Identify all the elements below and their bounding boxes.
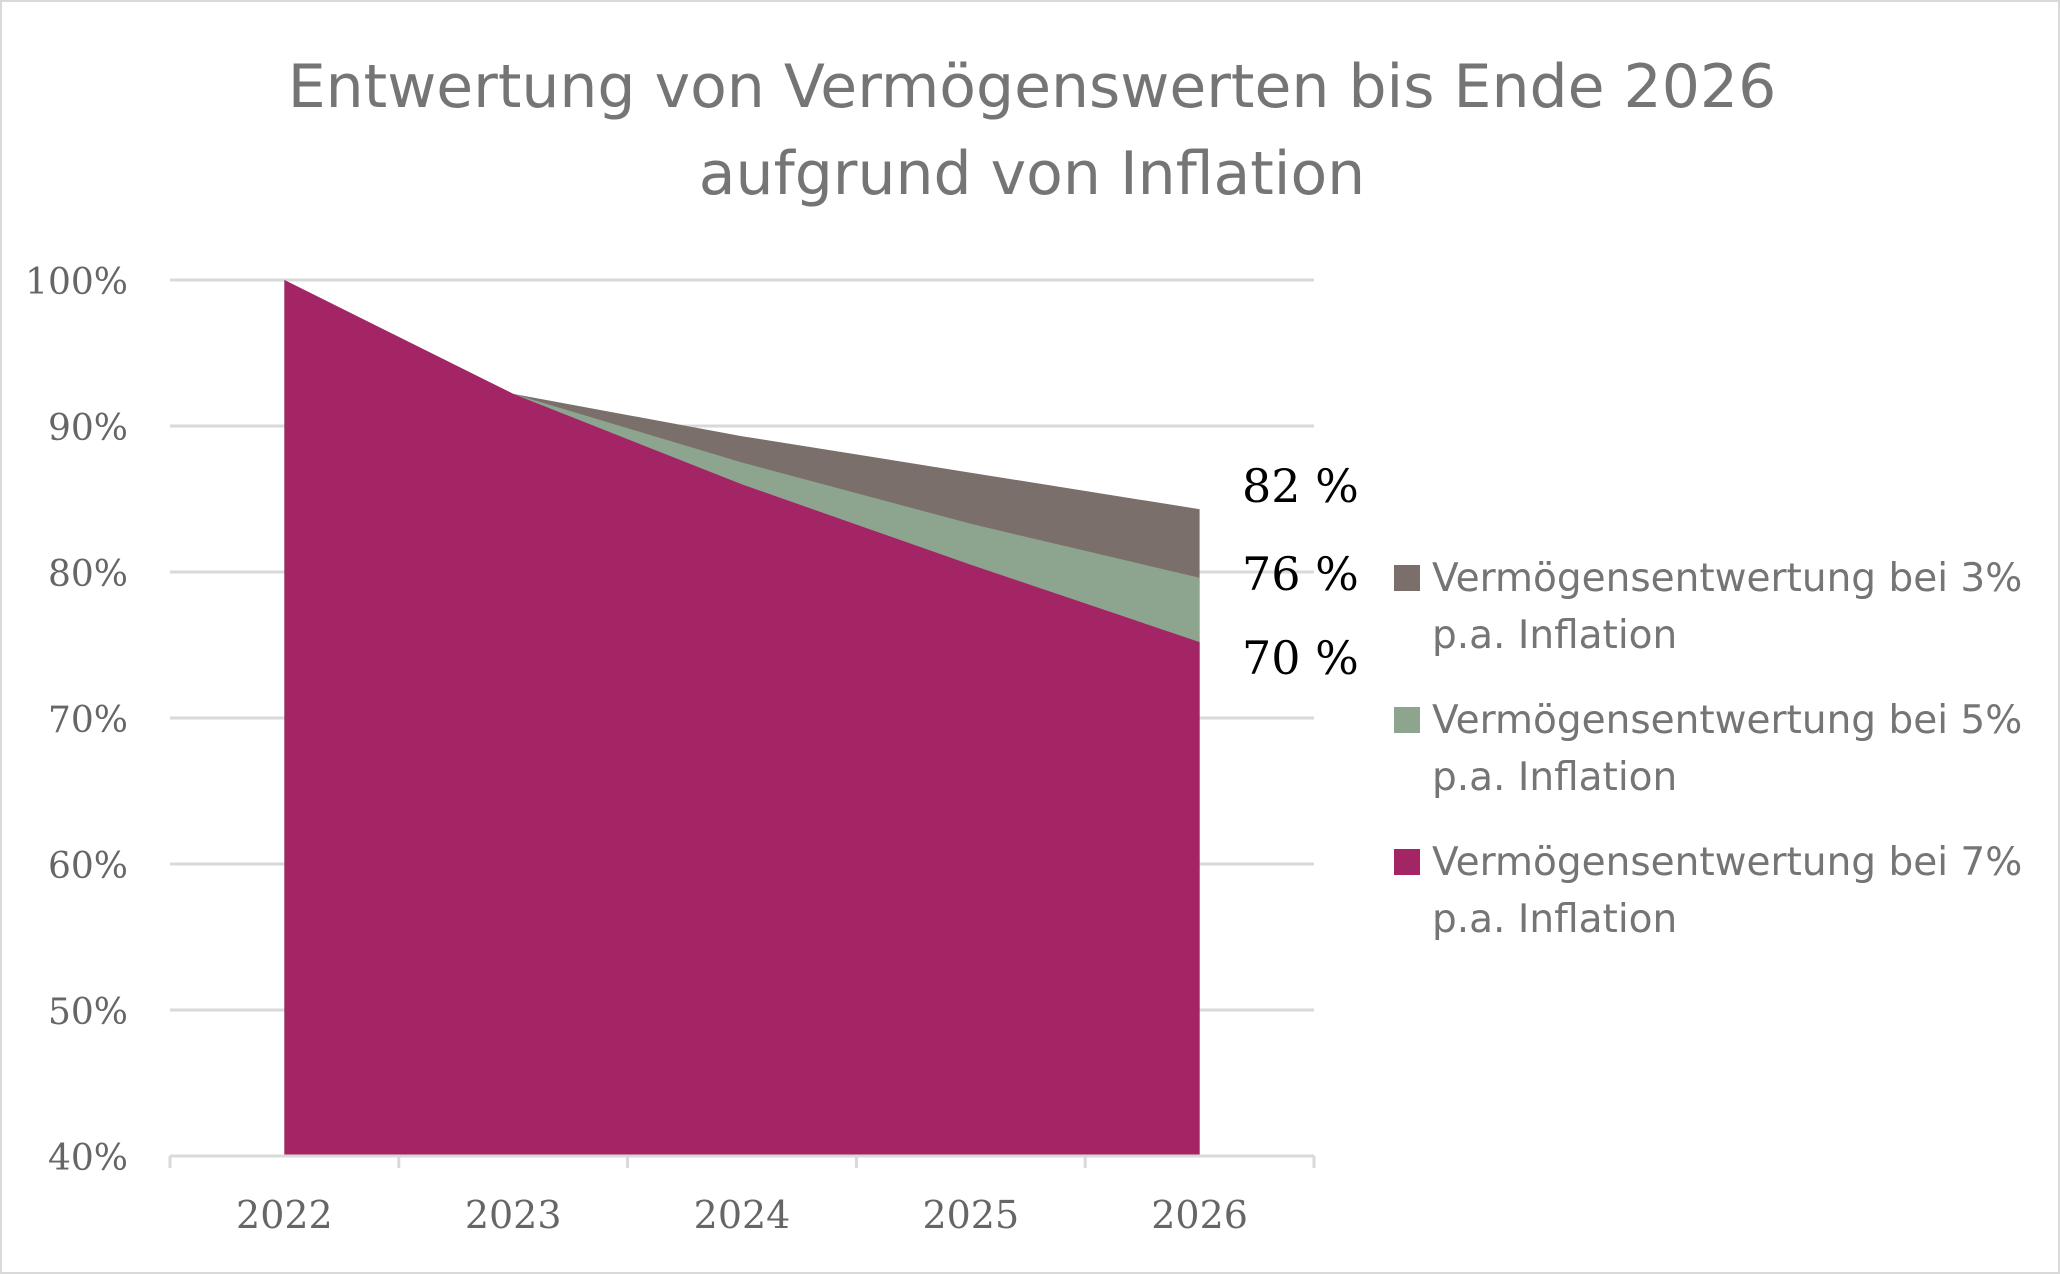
end-value-label: 82 % <box>1242 459 1359 513</box>
y-axis-labels: 100% 90% 80% 70% 60% 50% 40% <box>25 262 128 1179</box>
legend-label: Vermögensentwertung bei 5% <box>1432 698 2022 743</box>
end-value-label: 70 % <box>1242 631 1359 685</box>
legend-label: Vermögensentwertung bei 7% <box>1432 840 2022 885</box>
legend-label: p.a. Inflation <box>1432 613 1677 658</box>
legend-label: Vermögensentwertung bei 3% <box>1432 556 2022 601</box>
chart-title-line-2: aufgrund von Inflation <box>699 139 1365 209</box>
y-tick-label: 50% <box>48 992 128 1033</box>
y-tick-label: 90% <box>48 408 128 449</box>
area-series-3 <box>284 280 1200 1156</box>
y-tick-label: 70% <box>48 700 128 741</box>
legend: Vermögensentwertung bei 3% p.a. Inflation… <box>1394 556 2022 942</box>
y-tick-label: 80% <box>48 554 128 595</box>
end-value-labels: 82 % 76 % 70 % <box>1242 459 1359 685</box>
x-tick-label: 2025 <box>922 1193 1019 1237</box>
x-axis-labels: 2022 2023 2024 2025 2026 <box>236 1193 1248 1237</box>
legend-label: p.a. Inflation <box>1432 755 1677 800</box>
chart-title-line-1: Entwertung von Vermögenswerten bis Ende … <box>288 52 1777 122</box>
legend-swatch <box>1394 707 1420 733</box>
legend-swatch <box>1394 565 1420 591</box>
end-value-label: 76 % <box>1242 547 1359 601</box>
y-tick-label: 40% <box>48 1138 128 1179</box>
y-tick-label: 60% <box>48 846 128 887</box>
x-axis <box>168 1154 1316 1168</box>
legend-label: p.a. Inflation <box>1432 897 1677 942</box>
plot-area <box>284 280 1200 1156</box>
y-tick-label: 100% <box>25 262 128 303</box>
x-tick-label: 2023 <box>465 1193 562 1237</box>
chart-title: Entwertung von Vermögenswerten bis Ende … <box>288 52 1777 209</box>
x-tick-label: 2026 <box>1151 1193 1248 1237</box>
legend-swatch <box>1394 849 1420 875</box>
x-tick-label: 2024 <box>694 1193 791 1237</box>
x-tick-label: 2022 <box>236 1193 333 1237</box>
